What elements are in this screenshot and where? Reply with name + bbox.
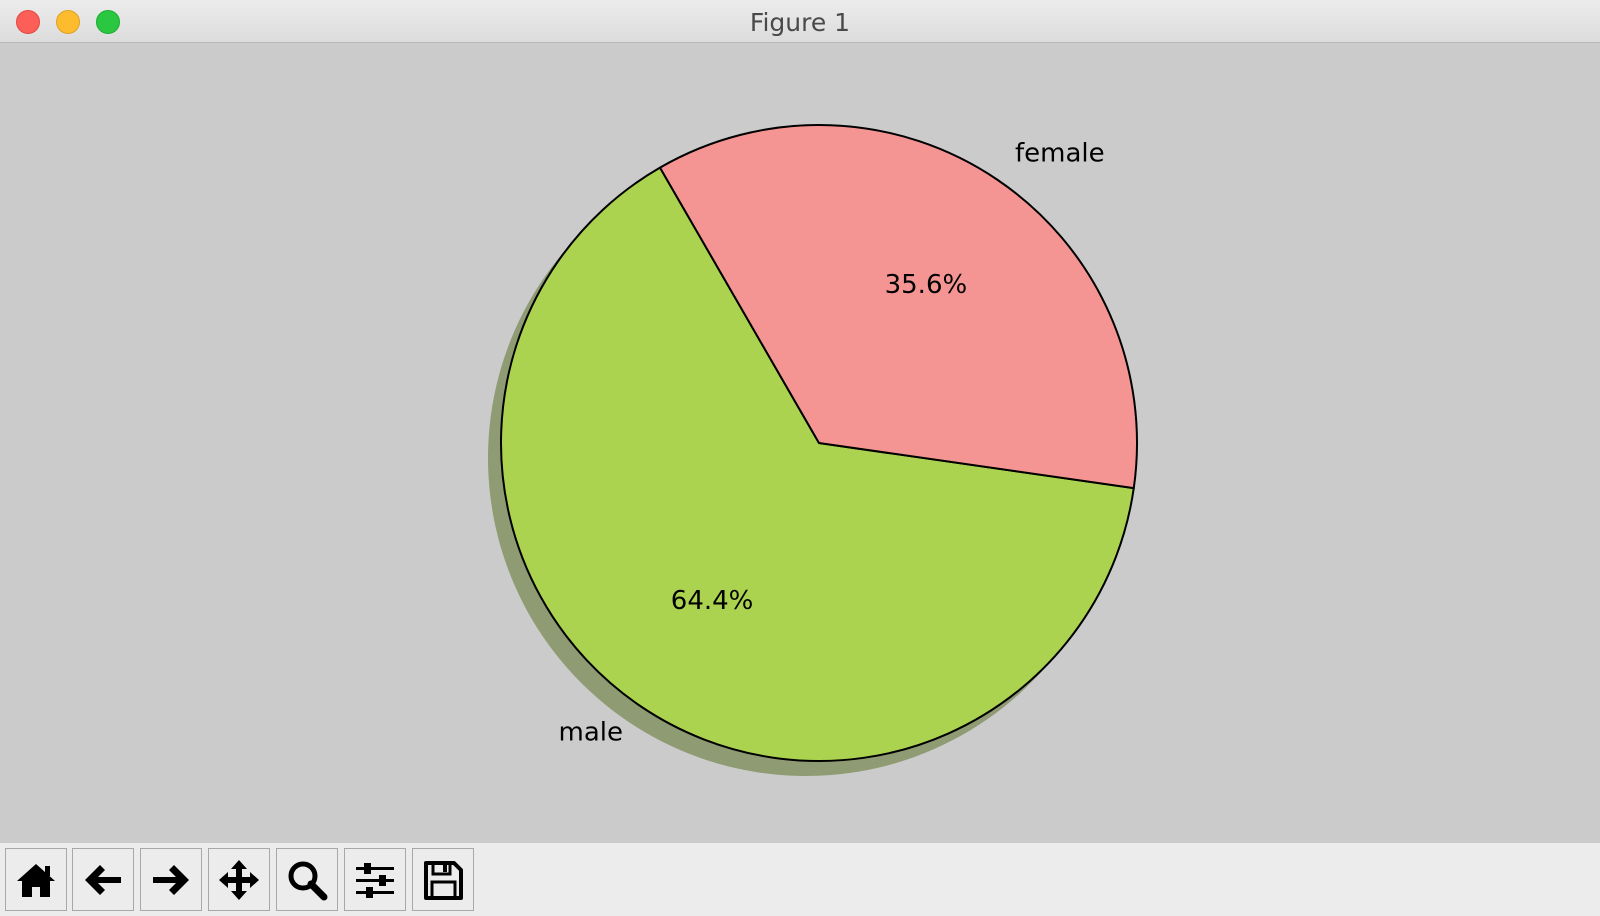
pie-chart: male 64.4% female 35.6%	[488, 124, 1138, 776]
navigation-toolbar	[0, 843, 1600, 916]
pan-button[interactable]	[208, 848, 270, 911]
forward-button[interactable]	[140, 848, 202, 911]
window-title: Figure 1	[749, 8, 851, 37]
home-button[interactable]	[5, 848, 67, 911]
slice-percent-male: 64.4%	[671, 586, 754, 616]
back-button[interactable]	[72, 848, 134, 911]
title-bar: Figure 1	[0, 0, 1600, 43]
home-icon	[17, 863, 55, 897]
arrow-right-icon	[153, 864, 189, 895]
slice-label-female: female	[1015, 138, 1105, 168]
zoom-window-button[interactable]	[96, 10, 120, 34]
pie-slice-male	[500, 166, 1135, 762]
plot-canvas[interactable]: male 64.4% female 35.6%	[0, 43, 1600, 843]
zoom-button[interactable]	[276, 848, 338, 911]
minimize-window-button[interactable]	[56, 10, 80, 34]
sliders-icon	[356, 862, 394, 898]
move-icon	[219, 859, 259, 900]
configure-subplots-button[interactable]	[344, 848, 406, 911]
slice-label-male: male	[559, 718, 623, 748]
slice-percent-female: 35.6%	[885, 270, 968, 300]
pie-slice-female	[659, 124, 1138, 490]
arrow-left-icon	[85, 864, 121, 895]
close-window-button[interactable]	[16, 10, 40, 34]
floppy-disk-icon	[424, 860, 463, 900]
magnifier-icon	[288, 861, 328, 900]
save-button[interactable]	[412, 848, 474, 911]
